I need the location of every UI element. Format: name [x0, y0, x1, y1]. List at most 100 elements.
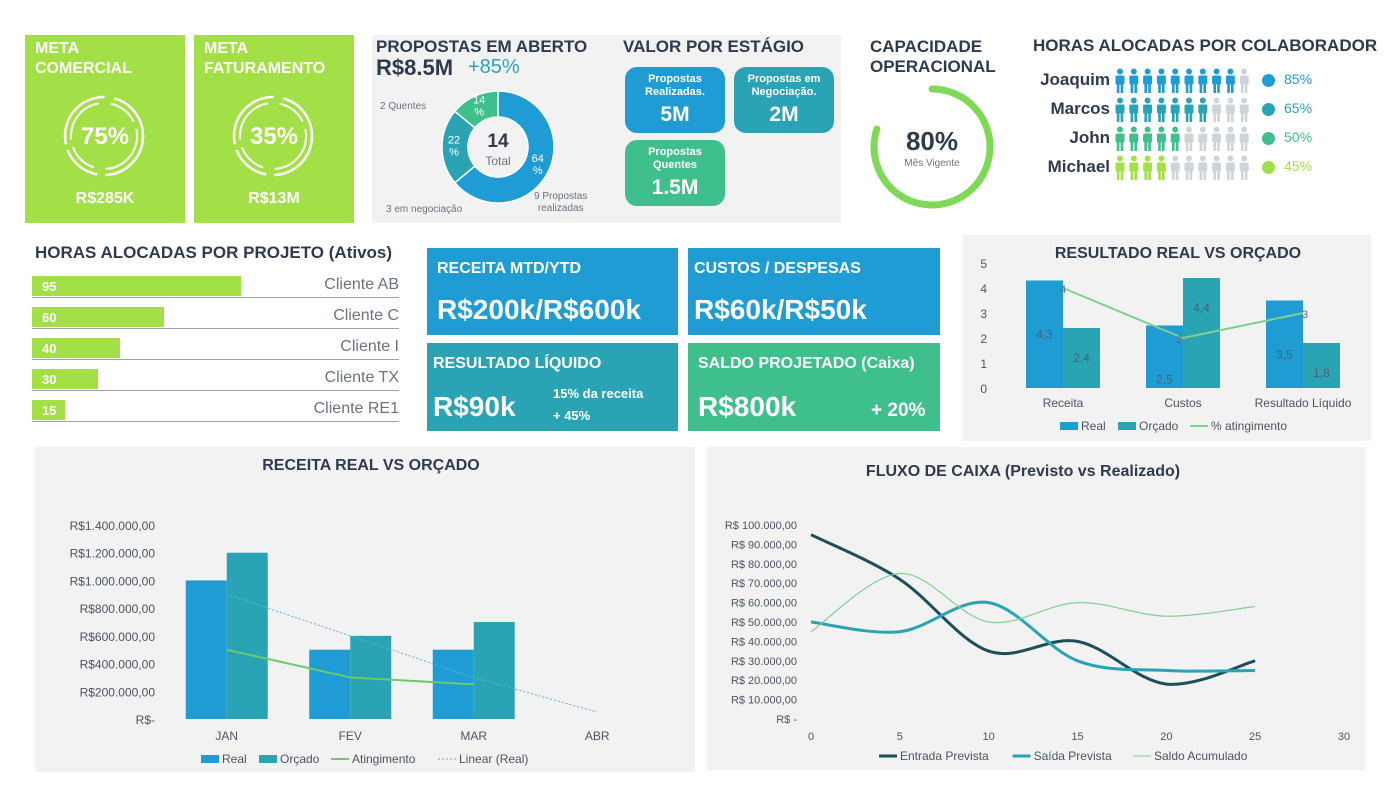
svg-text:Atingimento: Atingimento: [352, 752, 416, 766]
projeto-hours: 15: [42, 403, 57, 418]
bar-orçado: [1303, 343, 1340, 388]
y-tick-label: R$ 70.000,00: [731, 578, 797, 590]
receita-chart-panel: RECEITA REAL VS ORÇADO R$- R$200.000,00 R$4…: [35, 447, 695, 772]
person-icon: [1156, 155, 1166, 180]
svg-text:Entrada Prevista: Entrada Prevista: [900, 749, 989, 763]
meta-faturamento-ring-outer: [232, 95, 314, 177]
meta-faturamento-card: META FATURAMENTO 35% R$13M: [194, 35, 354, 223]
colaborador-percent: 85%: [1284, 71, 1313, 87]
projeto-row: 95 Cliente AB: [32, 276, 399, 298]
person-icon: [1239, 97, 1249, 122]
meta-comercial-card: META COMERCIAL 75% R$285K: [25, 35, 185, 223]
donut-slice-label: %: [449, 146, 459, 158]
projeto-hours: 30: [42, 372, 57, 387]
y-tick-label: R$ 60.000,00: [731, 598, 797, 610]
person-icons: [1115, 126, 1249, 151]
person-icon: [1225, 68, 1235, 93]
y-tick-label: 1: [980, 357, 987, 371]
person-icon: [1156, 97, 1166, 122]
projeto-row: 60 Cliente C: [32, 307, 399, 329]
x-tick-label: 30: [1338, 731, 1350, 743]
donut-slice-label: 22: [448, 134, 460, 146]
person-icon: [1184, 68, 1194, 93]
projeto-row: 15 Cliente RE1: [32, 400, 399, 422]
person-icon: [1143, 68, 1153, 93]
projeto-client: Cliente TX: [324, 369, 399, 386]
label-realizadas: 9 Propostas realizadas: [534, 191, 588, 214]
legend-item: Saldo Acumulado: [1133, 749, 1248, 763]
person-icon: [1225, 97, 1235, 122]
projeto-client: Cliente AB: [324, 276, 399, 293]
legend-item: Real: [1060, 419, 1106, 433]
person-icon: [1143, 97, 1153, 122]
svg-text:Saldo Acumulado: Saldo Acumulado: [1154, 749, 1248, 763]
colaborador-name: John: [1069, 128, 1110, 147]
person-icon: [1143, 126, 1153, 151]
y-tick-label: R$ 20.000,00: [731, 675, 797, 687]
projeto-row: 30 Cliente TX: [32, 369, 399, 391]
projeto-client: Cliente RE1: [313, 400, 399, 417]
capacidade-title: CAPACIDADE OPERACIONAL: [870, 37, 996, 76]
y-tick-label: R$ 50.000,00: [731, 617, 797, 629]
meta-comercial-ring-inner: [70, 102, 138, 170]
resultado-title: RESULTADO LÍQUIDO: [433, 355, 602, 372]
capacidade-gauge: [870, 85, 994, 209]
person-icons: [1115, 155, 1249, 180]
person-icon: [1129, 126, 1139, 151]
line-entrada-prevista: [810, 533, 1256, 686]
bar-value-label: 2,5: [1156, 373, 1173, 387]
line-atingimento: [1062, 287, 1304, 340]
svg-text:Linear (Real): Linear (Real): [459, 752, 528, 766]
y-tick-label: 0: [980, 382, 987, 396]
colaborador-name: Michael: [1047, 157, 1110, 176]
bar-orçado: [1183, 278, 1220, 388]
projeto-hours: 40: [42, 341, 57, 356]
x-tick-label: Resultado Líquido: [1255, 396, 1352, 410]
y-tick-label: R$1.400.000,00: [70, 519, 156, 533]
projeto-hours: 95: [42, 279, 57, 294]
stage-realizadas: Propostas Realizadas. 5M: [625, 67, 725, 133]
person-icon: [1156, 126, 1166, 151]
colaborador-dot: [1262, 74, 1275, 87]
y-tick-label: R$ 30.000,00: [731, 656, 797, 668]
chart-title: RESULTADO REAL VS ORÇADO: [1055, 245, 1301, 262]
resultado-card: RESULTADO LÍQUIDO R$90k 15% da receita + …: [427, 343, 678, 431]
chart-title: RECEITA REAL VS ORÇADO: [262, 457, 480, 474]
label-negociacao: 3 em negociação: [386, 204, 463, 215]
fluxo-chart-panel: FLUXO DE CAIXA (Previsto vs Realizado) R$…: [707, 447, 1365, 770]
y-tick-label: R$ 100.000,00: [725, 520, 797, 532]
projeto-bar: 95: [32, 276, 241, 296]
person-icon: [1170, 68, 1180, 93]
resultado-chart-panel: RESULTADO REAL VS ORÇADO 0 1 2 3 4 5 4,3 2,4 Rece…: [963, 235, 1371, 441]
meta-comercial-percent: 75%: [80, 123, 130, 150]
y-tick-label: R$ 90.000,00: [731, 539, 797, 551]
chart-title: FLUXO DE CAIXA (Previsto vs Realizado): [866, 463, 1180, 480]
label-quentes: 2 Quentes: [380, 101, 427, 112]
legend-item: Orçado: [1118, 419, 1179, 433]
donut-slice-label: 64: [532, 153, 544, 165]
legend-item: Real: [201, 752, 247, 766]
colaborador-name: Marcos: [1050, 99, 1110, 118]
custos-card: CUSTOS / DESPESAS R$60k/R$50k: [688, 248, 940, 335]
legend-item: Linear (Real): [438, 752, 528, 766]
resultado-real-vs-orcado-chart: RESULTADO REAL VS ORÇADO 0 1 2 3 4 5 4,3 2,4 Rece…: [980, 245, 1352, 433]
person-icon: [1198, 97, 1208, 122]
colaborador-percent: 50%: [1284, 129, 1313, 145]
colaborador-percent: 65%: [1284, 100, 1313, 116]
y-tick-label: 2: [980, 332, 987, 346]
stage-quentes: Propostas Quentes 1.5M: [625, 140, 725, 206]
saldo-value: R$800k: [698, 391, 797, 422]
person-icon: [1239, 68, 1249, 93]
donut-slice-label: 14: [473, 95, 485, 107]
y-tick-label: R$800.000,00: [80, 602, 156, 616]
custos-value: R$60k/R$50k: [694, 294, 867, 325]
person-icon: [1115, 155, 1125, 180]
projeto-bar: 30: [32, 369, 98, 389]
y-tick-label: R$600.000,00: [80, 630, 156, 644]
bar-orçado: [1063, 328, 1100, 388]
donut-slice: [453, 90, 499, 129]
bar-value-label: 4,4: [1193, 301, 1210, 315]
line-atingimento: [226, 648, 474, 686]
stage-negociacao: Propostas em Negociação. 2M: [734, 67, 834, 133]
bar-orçado: [473, 622, 515, 719]
